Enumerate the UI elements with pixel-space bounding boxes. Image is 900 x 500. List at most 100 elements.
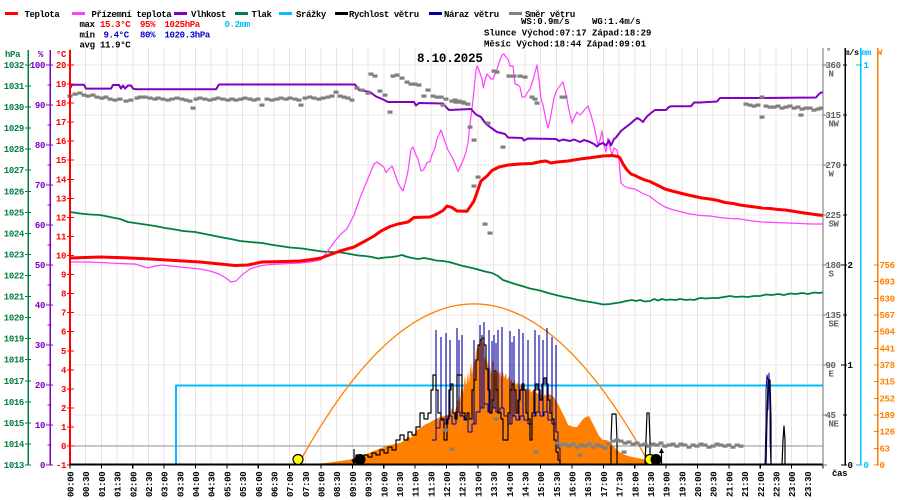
svg-text:W: W	[829, 170, 835, 180]
svg-text:14: 14	[56, 175, 67, 185]
svg-text:10: 10	[35, 421, 45, 431]
svg-text:21:00: 21:00	[725, 472, 735, 497]
svg-text:07:00: 07:00	[286, 472, 296, 497]
svg-text:7: 7	[61, 309, 66, 319]
svg-text:06:30: 06:30	[270, 472, 280, 497]
svg-text:Náraz větru: Náraz větru	[444, 10, 499, 20]
svg-text:SE: SE	[829, 320, 840, 330]
svg-text:04:30: 04:30	[208, 472, 218, 497]
svg-text:05:30: 05:30	[239, 472, 249, 497]
svg-text:15:00: 15:00	[537, 472, 547, 497]
svg-text:Vlhkost: Vlhkost	[191, 10, 226, 20]
svg-text:30: 30	[35, 341, 45, 351]
svg-text:11.9°C: 11.9°C	[100, 41, 131, 51]
svg-text:1022: 1022	[4, 272, 24, 282]
svg-text:06:00: 06:00	[255, 472, 265, 497]
svg-text:08:30: 08:30	[333, 472, 343, 497]
svg-text:180: 180	[826, 261, 841, 271]
svg-text:11:00: 11:00	[412, 472, 422, 497]
svg-text:1: 1	[864, 61, 870, 71]
svg-text:Tlak: Tlak	[252, 10, 273, 20]
svg-text:1030: 1030	[4, 103, 24, 113]
svg-text:315: 315	[880, 378, 895, 388]
svg-text:9.4°C: 9.4°C	[104, 31, 130, 41]
svg-text:0: 0	[61, 442, 66, 452]
svg-text:10:00: 10:00	[380, 472, 390, 497]
svg-text:max: max	[80, 20, 96, 30]
svg-text:°: °	[826, 47, 831, 57]
svg-text:1014: 1014	[4, 440, 25, 450]
svg-text:20: 20	[35, 381, 45, 391]
svg-text:19: 19	[56, 80, 66, 90]
svg-text:1025: 1025	[4, 208, 24, 218]
svg-text:WS:0.9m/s: WS:0.9m/s	[521, 17, 570, 27]
svg-text:45: 45	[826, 411, 836, 421]
svg-text:18: 18	[56, 99, 66, 109]
svg-text:17: 17	[56, 118, 66, 128]
svg-text:189: 189	[880, 411, 895, 421]
svg-text:1031: 1031	[4, 82, 25, 92]
svg-text:21:30: 21:30	[741, 472, 751, 497]
svg-text:23:30: 23:30	[804, 472, 814, 497]
svg-text:20:00: 20:00	[694, 472, 704, 497]
svg-text:1: 1	[61, 423, 67, 433]
svg-text:S: S	[829, 270, 835, 280]
svg-text:0.2mm: 0.2mm	[225, 20, 251, 30]
svg-text:avg: avg	[80, 41, 95, 51]
svg-text:13:00: 13:00	[474, 472, 484, 497]
svg-text:1029: 1029	[4, 124, 24, 134]
svg-text:12:00: 12:00	[443, 472, 453, 497]
svg-text:1015: 1015	[4, 419, 24, 429]
svg-text:WG:1.4m/s: WG:1.4m/s	[592, 17, 641, 27]
svg-text:14:30: 14:30	[521, 472, 531, 497]
svg-text:1028: 1028	[4, 145, 24, 155]
svg-text:1018: 1018	[4, 356, 24, 366]
svg-text:10: 10	[56, 252, 66, 262]
svg-text:60: 60	[35, 221, 45, 231]
svg-text:63: 63	[880, 444, 890, 454]
svg-text:15.3°C: 15.3°C	[100, 20, 131, 30]
svg-text:1016: 1016	[4, 398, 24, 408]
svg-text:1020.3hPa: 1020.3hPa	[165, 31, 211, 41]
svg-text:19:30: 19:30	[678, 472, 688, 497]
svg-text:4: 4	[61, 366, 67, 376]
svg-text:NE: NE	[829, 420, 840, 430]
svg-text:9: 9	[61, 271, 66, 281]
svg-text:1032: 1032	[4, 61, 24, 71]
svg-text:Slunce Východ:07:17 Západ:18:2: Slunce Východ:07:17 Západ:18:29	[484, 29, 651, 39]
svg-text:čas: čas	[832, 469, 847, 479]
svg-text:m/s: m/s	[845, 48, 860, 58]
svg-text:0: 0	[848, 461, 853, 471]
svg-text:315: 315	[826, 111, 841, 121]
svg-text:20: 20	[56, 61, 66, 71]
svg-text:NW: NW	[829, 120, 840, 130]
svg-text:11:30: 11:30	[427, 472, 437, 497]
svg-text:N: N	[829, 70, 834, 80]
svg-text:03:00: 03:00	[161, 472, 171, 497]
svg-text:90: 90	[826, 361, 836, 371]
svg-text:13: 13	[56, 194, 66, 204]
svg-text:00:00: 00:00	[67, 472, 77, 497]
svg-text:1027: 1027	[4, 166, 24, 176]
svg-text:Srážky: Srážky	[296, 10, 327, 20]
svg-text:04:00: 04:00	[192, 472, 202, 497]
svg-text:Přízemní teplota: Přízemní teplota	[92, 10, 173, 20]
svg-text:3: 3	[61, 385, 66, 395]
svg-text:19:00: 19:00	[663, 472, 673, 497]
svg-text:1025hPa: 1025hPa	[165, 20, 201, 30]
svg-text:17:30: 17:30	[616, 472, 626, 497]
svg-text:09:30: 09:30	[365, 472, 375, 497]
svg-text:20:30: 20:30	[710, 472, 720, 497]
svg-text:360: 360	[826, 61, 841, 71]
svg-text:100: 100	[30, 61, 45, 71]
svg-text:W: W	[877, 48, 883, 58]
svg-text:135: 135	[826, 311, 841, 321]
svg-text:05:00: 05:00	[223, 472, 233, 497]
svg-text:16: 16	[56, 137, 66, 147]
svg-text:5: 5	[61, 347, 66, 357]
svg-text:126: 126	[880, 428, 895, 438]
svg-text:°C: °C	[56, 50, 67, 60]
svg-text:00:30: 00:30	[82, 472, 92, 497]
svg-text:16:00: 16:00	[569, 472, 579, 497]
svg-text:95%: 95%	[140, 20, 156, 30]
